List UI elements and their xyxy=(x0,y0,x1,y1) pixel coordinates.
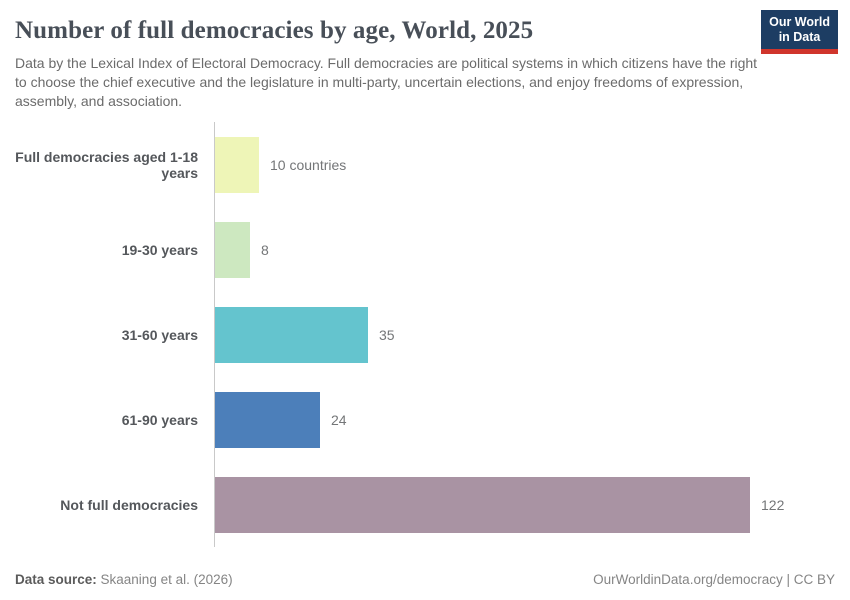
value-label: 10 countries xyxy=(270,156,347,173)
bar-track: 35 xyxy=(215,292,835,377)
category-label: 61-90 years xyxy=(121,411,198,428)
bar[interactable] xyxy=(215,306,368,363)
bar[interactable] xyxy=(215,476,750,533)
chart-footer: Data source: Skaaning et al. (2026) OurW… xyxy=(15,572,835,587)
value-label: 8 xyxy=(261,241,269,258)
bar-row: 61-90 years 24 xyxy=(15,377,835,462)
bar[interactable] xyxy=(215,221,250,278)
owid-logo-line2: in Data xyxy=(778,30,821,44)
owid-logo[interactable]: Our World in Data xyxy=(761,10,838,54)
category-label: 31-60 years xyxy=(121,326,198,343)
category-label: Full democracies aged 1-18 years xyxy=(15,148,198,181)
bar-row: 19-30 years 8 xyxy=(15,207,835,292)
chart-title: Number of full democracies by age, World… xyxy=(15,17,534,44)
category-label: Not full democracies xyxy=(60,496,198,513)
value-label: 122 xyxy=(761,496,785,513)
value-label: 35 xyxy=(379,326,395,343)
data-source-label: Data source: xyxy=(15,572,97,587)
bar-row: Full democracies aged 1-18 years 10 count… xyxy=(15,122,835,207)
bar[interactable] xyxy=(215,136,259,193)
bar-track: 24 xyxy=(215,377,835,462)
bar-row: 31-60 years 35 xyxy=(15,292,835,377)
y-axis-line xyxy=(214,122,215,547)
bar-track: 10 countries xyxy=(215,122,835,207)
bar-chart-rows: Full democracies aged 1-18 years 10 count… xyxy=(15,122,835,547)
data-source: Data source: Skaaning et al. (2026) xyxy=(15,572,233,587)
owid-democracy-link[interactable]: OurWorldinData.org/democracy | CC BY xyxy=(593,572,835,587)
data-source-value: Skaaning et al. (2026) xyxy=(96,572,233,587)
bar-row: Not full democracies 122 xyxy=(15,462,835,547)
bar-chart: Full democracies aged 1-18 years 10 count… xyxy=(15,122,835,547)
value-label: 24 xyxy=(331,411,347,428)
chart-header: Number of full democracies by age, World… xyxy=(15,17,835,111)
owid-logo-line1: Our World xyxy=(769,15,830,29)
bar-track: 8 xyxy=(215,207,835,292)
chart-subtitle: Data by the Lexical Index of Electoral D… xyxy=(15,55,758,109)
category-label: 19-30 years xyxy=(121,241,198,258)
bar[interactable] xyxy=(215,391,320,448)
bar-track: 122 xyxy=(215,462,835,547)
